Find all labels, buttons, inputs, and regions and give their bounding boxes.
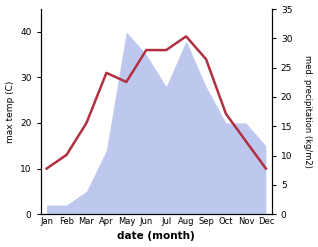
Y-axis label: max temp (C): max temp (C) — [5, 80, 15, 143]
Y-axis label: med. precipitation (kg/m2): med. precipitation (kg/m2) — [303, 55, 313, 168]
X-axis label: date (month): date (month) — [117, 231, 195, 242]
